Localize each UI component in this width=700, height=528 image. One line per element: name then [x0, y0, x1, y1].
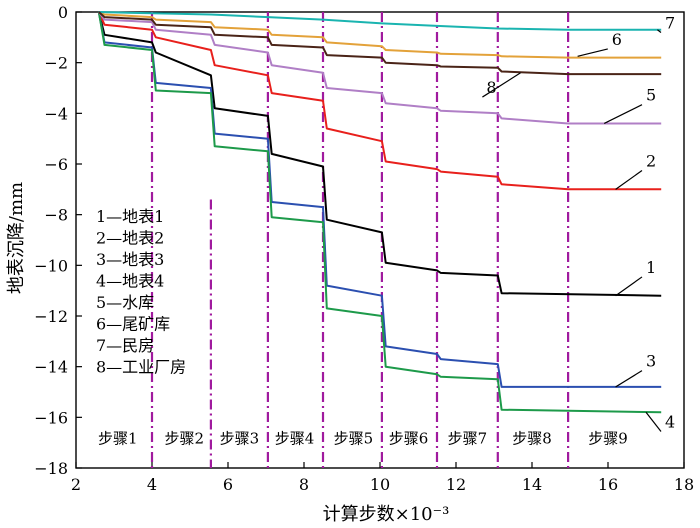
- step-label: 步骤5: [334, 430, 374, 448]
- y-tick-label: −4: [44, 104, 68, 123]
- callout-leader: [615, 370, 643, 388]
- series-line-7: [98, 11, 662, 31]
- legend-entry: 8—工业厂房: [96, 358, 186, 377]
- callout-label: 2: [646, 152, 656, 171]
- callout-label: 6: [612, 30, 622, 49]
- series-line-3: [97, 11, 662, 388]
- callout-leader: [577, 48, 608, 57]
- series-line-6: [98, 11, 662, 59]
- series-line-1: [97, 11, 662, 297]
- callout-leader: [482, 72, 521, 98]
- x-tick-label: 18: [674, 475, 694, 494]
- step-label: 步骤7: [448, 430, 488, 448]
- legend-entry: 7—民房: [96, 336, 154, 355]
- callout-leader: [657, 29, 662, 33]
- callout-leader: [615, 276, 643, 297]
- step-label: 步骤4: [275, 430, 315, 448]
- legend-entry: 6—尾矿库: [96, 315, 170, 334]
- x-tick-label: 2: [71, 475, 81, 494]
- x-tick-label: 6: [223, 475, 233, 494]
- callout-label: 1: [646, 258, 656, 277]
- callout-label: 4: [665, 412, 675, 431]
- y-tick-label: −18: [34, 459, 68, 478]
- series-line-8: [98, 11, 662, 76]
- legend-entry: 3—地表3: [96, 250, 164, 269]
- callout-leader: [603, 104, 643, 125]
- y-tick-label: −8: [44, 206, 68, 225]
- y-tick-label: 0: [58, 3, 68, 22]
- y-axis-title: 地表沉降/mm: [6, 182, 27, 294]
- y-tick-label: −6: [44, 155, 68, 174]
- step-label: 步骤9: [588, 430, 628, 448]
- step-label: 步骤8: [512, 430, 552, 448]
- callout-label: 8: [486, 78, 496, 97]
- x-tick-label: 16: [598, 475, 618, 494]
- series-line-4: [97, 11, 662, 414]
- callout-label: 5: [646, 86, 656, 105]
- x-tick-label: 14: [522, 475, 542, 494]
- step-label: 步骤1: [98, 430, 138, 448]
- plot-frame: [75, 11, 685, 469]
- plot-area: 2 4 6 8 10 12 14 16 180−2−4−6−8−10−12−14−16−18步骤…: [34, 3, 694, 494]
- step-label: 步骤6: [389, 430, 429, 448]
- callout-leader: [615, 170, 643, 190]
- legend-entry: 5—水库: [96, 293, 154, 312]
- y-tick-label: −10: [34, 256, 68, 275]
- legend-entry: 2—地表2: [96, 229, 164, 248]
- legend-entry: 1—地表1: [96, 207, 164, 226]
- x-axis-title: 计算步数×10⁻³: [323, 504, 450, 525]
- y-tick-label: −2: [44, 54, 68, 73]
- callout-leader: [645, 411, 662, 432]
- callout-label: 3: [646, 352, 656, 371]
- series-line-5: [98, 11, 662, 125]
- y-tick-label: −14: [34, 358, 68, 377]
- x-tick-label: 10: [370, 475, 390, 494]
- legend-entry: 4—地表4: [96, 272, 164, 291]
- step-label: 步骤2: [165, 430, 205, 448]
- callout-label: 7: [665, 13, 675, 32]
- x-tick-label: 12: [446, 475, 466, 494]
- x-tick-label: 8: [299, 475, 309, 494]
- y-tick-label: −16: [34, 408, 68, 427]
- series-line-2: [97, 11, 662, 191]
- x-tick-label: 4: [147, 475, 157, 494]
- y-tick-label: −12: [34, 307, 68, 326]
- step-label: 步骤3: [220, 430, 260, 448]
